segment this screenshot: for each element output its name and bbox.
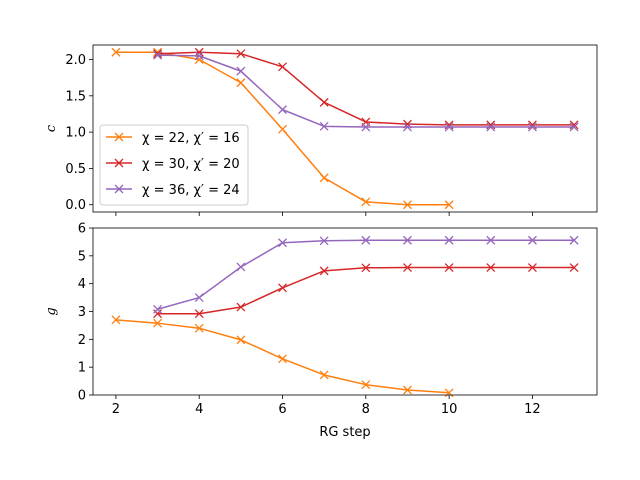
- legend-entry-label: χ = 22, χ′ = 16: [142, 131, 240, 146]
- legend-entry-label: χ = 36, χ′ = 24: [142, 183, 240, 198]
- top-data-point-marker: [236, 78, 246, 88]
- bottom-data-point-marker: [194, 309, 204, 319]
- bottom-data-point-marker: [319, 236, 329, 246]
- top-axes-frame: [92, 44, 598, 213]
- top-data-point-marker: [444, 200, 454, 210]
- top-data-point-marker: [361, 197, 371, 207]
- top-data-point-marker: [153, 49, 163, 59]
- top-data-point-marker: [569, 122, 579, 132]
- top-data-point-marker: [403, 122, 412, 132]
- bottom-data-point-marker: [486, 235, 496, 245]
- legend-marker: [114, 132, 124, 142]
- top-y-tick-label: 1.0: [65, 126, 86, 141]
- top-panel: 0.0 0.5 1.0 1.5 2.0 c χ = 22, χ′ = 16 χ = 30, χ…: [44, 44, 598, 216]
- top-y-tick-label: 2.0: [65, 53, 86, 68]
- bottom-data-point-marker: [569, 235, 579, 245]
- legend-box: [99, 124, 249, 206]
- top-y-tick-label: 1.5: [65, 89, 86, 104]
- bottom-data-point-marker: [361, 380, 371, 390]
- bottom-axes-frame: [92, 227, 598, 396]
- top-data-point-marker: [236, 49, 246, 59]
- top-data-point-marker: [319, 97, 329, 107]
- bottom-data-point-marker: [236, 302, 246, 312]
- bottom-series-30-20: [153, 263, 579, 319]
- top-series-30-20: [153, 47, 579, 130]
- bottom-y-tick-label: 6: [78, 222, 86, 237]
- bottom-series-22-16: [111, 315, 454, 398]
- top-y-tick-label: 0.0: [65, 198, 86, 213]
- top-data-point-marker: [194, 51, 204, 61]
- legend-entry-label: χ = 30, χ′ = 20: [142, 157, 240, 172]
- bottom-data-point-marker: [361, 263, 371, 273]
- bottom-y-tick-label: 4: [78, 277, 86, 292]
- bottom-data-point-marker: [444, 235, 454, 245]
- top-data-point-marker: [444, 122, 454, 132]
- top-data-point-marker: [194, 47, 204, 57]
- bottom-data-point-marker: [319, 370, 329, 380]
- bottom-data-point-marker: [403, 385, 412, 395]
- bottom-y-tick-label: 3: [78, 305, 86, 320]
- top-data-point-marker: [486, 122, 496, 132]
- bottom-data-point-marker: [111, 315, 121, 325]
- legend: χ = 22, χ′ = 16 χ = 30, χ′ = 20 χ = 36, χ′…: [99, 124, 249, 206]
- bottom-x-tick-label: 10: [441, 402, 458, 417]
- top-data-point-marker: [278, 105, 287, 115]
- top-y-tick-label: 0.5: [65, 162, 86, 177]
- legend-marker: [114, 158, 124, 168]
- top-data-point-marker: [527, 122, 537, 132]
- bottom-data-point-marker: [194, 293, 204, 303]
- bottom-data-point-marker: [486, 263, 496, 272]
- bottom-y-tick-label: 0: [78, 389, 86, 404]
- bottom-data-point-marker: [527, 235, 537, 245]
- bottom-data-point-marker: [444, 388, 454, 398]
- bottom-data-point-marker: [361, 235, 371, 245]
- bottom-data-point-marker: [319, 266, 329, 276]
- bottom-y-axis-label: g: [44, 307, 59, 315]
- top-series-36-24: [153, 50, 579, 132]
- top-y-axis-label: c: [44, 124, 59, 132]
- bottom-data-point-marker: [278, 354, 287, 364]
- bottom-data-point-marker: [403, 263, 412, 272]
- top-data-point-marker: [319, 173, 329, 183]
- bottom-x-tick-label: 2: [112, 402, 120, 417]
- bottom-x-tick-label: 4: [195, 402, 203, 417]
- legend-marker: [114, 184, 124, 194]
- bottom-data-point-marker: [194, 323, 204, 333]
- bottom-data-point-marker: [278, 283, 287, 293]
- bottom-x-tick-label: 6: [278, 402, 286, 417]
- bottom-data-point-marker: [278, 238, 287, 248]
- top-data-point-marker: [236, 66, 246, 76]
- bottom-data-point-marker: [569, 263, 579, 272]
- top-data-point-marker: [319, 121, 329, 131]
- bottom-data-point-marker: [444, 263, 454, 272]
- top-data-point-marker: [278, 62, 287, 72]
- top-data-point-marker: [278, 124, 287, 134]
- top-data-point-marker: [403, 200, 412, 210]
- bottom-y-tick-label: 5: [78, 249, 86, 264]
- bottom-data-point-marker: [403, 235, 412, 245]
- bottom-y-tick-label: 2: [78, 333, 86, 348]
- top-data-point-marker: [153, 50, 163, 60]
- bottom-data-point-marker: [153, 318, 163, 328]
- bottom-x-tick-label: 8: [362, 402, 370, 417]
- top-data-point-marker: [111, 47, 121, 57]
- bottom-y-tick-label: 1: [78, 361, 86, 376]
- bottom-data-point-marker: [527, 263, 537, 272]
- bottom-data-point-marker: [236, 262, 246, 272]
- bottom-data-point-marker: [153, 304, 163, 314]
- top-data-point-marker: [361, 122, 371, 132]
- bottom-series-36-24: [153, 235, 579, 314]
- bottom-x-tick-label: 12: [524, 402, 541, 417]
- bottom-x-axis-label: RG step: [319, 425, 370, 440]
- bottom-data-point-marker: [236, 335, 246, 345]
